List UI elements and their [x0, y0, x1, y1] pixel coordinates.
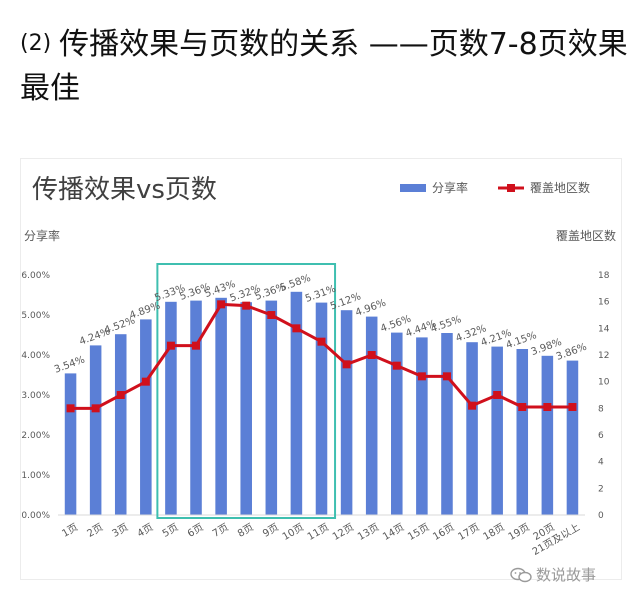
line-point-1: [66, 404, 75, 413]
legend-line-label: 覆盖地区数: [530, 180, 590, 195]
x-tick-label: 15页: [406, 521, 432, 543]
line-point-18: [493, 391, 502, 399]
y-tick-left: 1.00%: [21, 471, 50, 481]
x-tick-label: 9页: [261, 521, 281, 540]
bar-19: [516, 349, 529, 515]
x-tick-label: 8页: [236, 521, 256, 540]
y-tick-right: 14: [598, 324, 610, 334]
line-point-19: [518, 403, 527, 411]
x-tick-label: 13页: [356, 521, 382, 543]
line-point-3: [116, 391, 125, 399]
x-tick-label: 2页: [85, 521, 105, 540]
y-axis-left-title: 分享率: [24, 228, 60, 243]
x-tick-label: 17页: [456, 521, 482, 543]
bar-11: [315, 302, 328, 515]
x-tick-label: 5页: [160, 521, 180, 540]
x-tick-label: 11页: [305, 521, 331, 543]
x-tick-label: 14页: [381, 521, 407, 543]
y-tick-left: 6.00%: [21, 271, 50, 281]
page-heading: (2) 传播效果与页数的关系 ——页数7-8页效果最佳: [20, 22, 630, 111]
line-point-20: [543, 403, 552, 411]
line-point-5: [166, 341, 175, 350]
y-tick-right: 4: [598, 458, 604, 468]
line-point-9: [267, 311, 276, 319]
line-point-10: [292, 324, 301, 333]
heading-number: (2): [20, 31, 52, 56]
y-tick-right: 2: [598, 484, 604, 494]
bar-1: [64, 373, 77, 515]
legend-bar-swatch: [400, 184, 426, 192]
bar-2: [89, 345, 102, 515]
line-point-14: [392, 361, 401, 370]
bar-20: [541, 355, 554, 515]
bar-data-label: 5.58%: [279, 273, 313, 294]
line-point-2: [91, 404, 100, 413]
line-point-17: [468, 401, 477, 410]
bar-13: [365, 316, 378, 515]
y-tick-right: 6: [598, 431, 604, 441]
y-tick-right: 16: [598, 298, 610, 308]
bar-data-label: 3.54%: [53, 354, 87, 375]
watermark-text: 数说故事: [536, 566, 597, 584]
x-tick-label: 10页: [280, 521, 306, 543]
heading-text: 传播效果与页数的关系 ——页数7-8页效果最佳: [20, 27, 628, 106]
bar-14: [391, 332, 403, 515]
line-point-4: [141, 377, 150, 386]
line-point-13: [367, 351, 376, 359]
watermark: 数说故事: [510, 560, 630, 590]
line-point-6: [192, 341, 201, 350]
line-point-15: [417, 372, 426, 381]
x-tick-label: 16页: [431, 521, 457, 543]
x-tick-label: 19页: [506, 521, 532, 543]
bar-7: [215, 297, 227, 515]
y-tick-right: 0: [598, 511, 604, 521]
bar-18: [491, 346, 503, 515]
y-tick-right: 8: [598, 404, 604, 414]
y-tick-left: 2.00%: [21, 431, 50, 441]
x-tick-label: 6页: [185, 521, 205, 540]
legend-bar-label: 分享率: [432, 180, 468, 195]
bar-9: [265, 300, 278, 515]
line-point-11: [317, 337, 326, 346]
bar-15: [416, 337, 428, 515]
x-tick-label: 3页: [110, 521, 130, 540]
line-point-12: [342, 360, 351, 369]
y-tick-left: 0.00%: [21, 511, 50, 521]
x-tick-label: 1页: [60, 521, 80, 540]
bar-6: [190, 300, 202, 515]
legend-line-marker: [507, 184, 515, 192]
bar-21: [566, 360, 579, 515]
line-point-16: [442, 372, 451, 381]
bar-16: [441, 333, 453, 515]
wechat-bubble-icon: [510, 567, 532, 583]
y-tick-left: 4.00%: [21, 351, 50, 361]
bar-4: [140, 319, 152, 515]
y-tick-left: 3.00%: [21, 391, 50, 401]
bar-10: [290, 291, 303, 515]
x-tick-label: 18页: [481, 521, 507, 543]
bar-8: [240, 302, 252, 515]
bar-17: [466, 342, 478, 515]
y-tick-right: 18: [598, 271, 610, 281]
line-point-7: [217, 300, 226, 309]
chart-title: 传播效果vs页数: [32, 175, 217, 205]
y-axis-right-title: 覆盖地区数: [556, 228, 616, 243]
bar-3: [114, 334, 127, 515]
x-tick-label: 7页: [210, 521, 230, 540]
y-tick-left: 5.00%: [21, 311, 50, 321]
bar-12: [340, 310, 353, 515]
y-tick-right: 10: [598, 378, 610, 388]
bar-5: [165, 301, 177, 515]
line-point-21: [568, 403, 577, 411]
y-tick-right: 12: [598, 351, 609, 361]
highlight-box: [156, 263, 337, 519]
x-tick-label: 4页: [135, 521, 155, 540]
line-point-8: [242, 301, 251, 310]
x-tick-label: 12页: [330, 521, 356, 543]
